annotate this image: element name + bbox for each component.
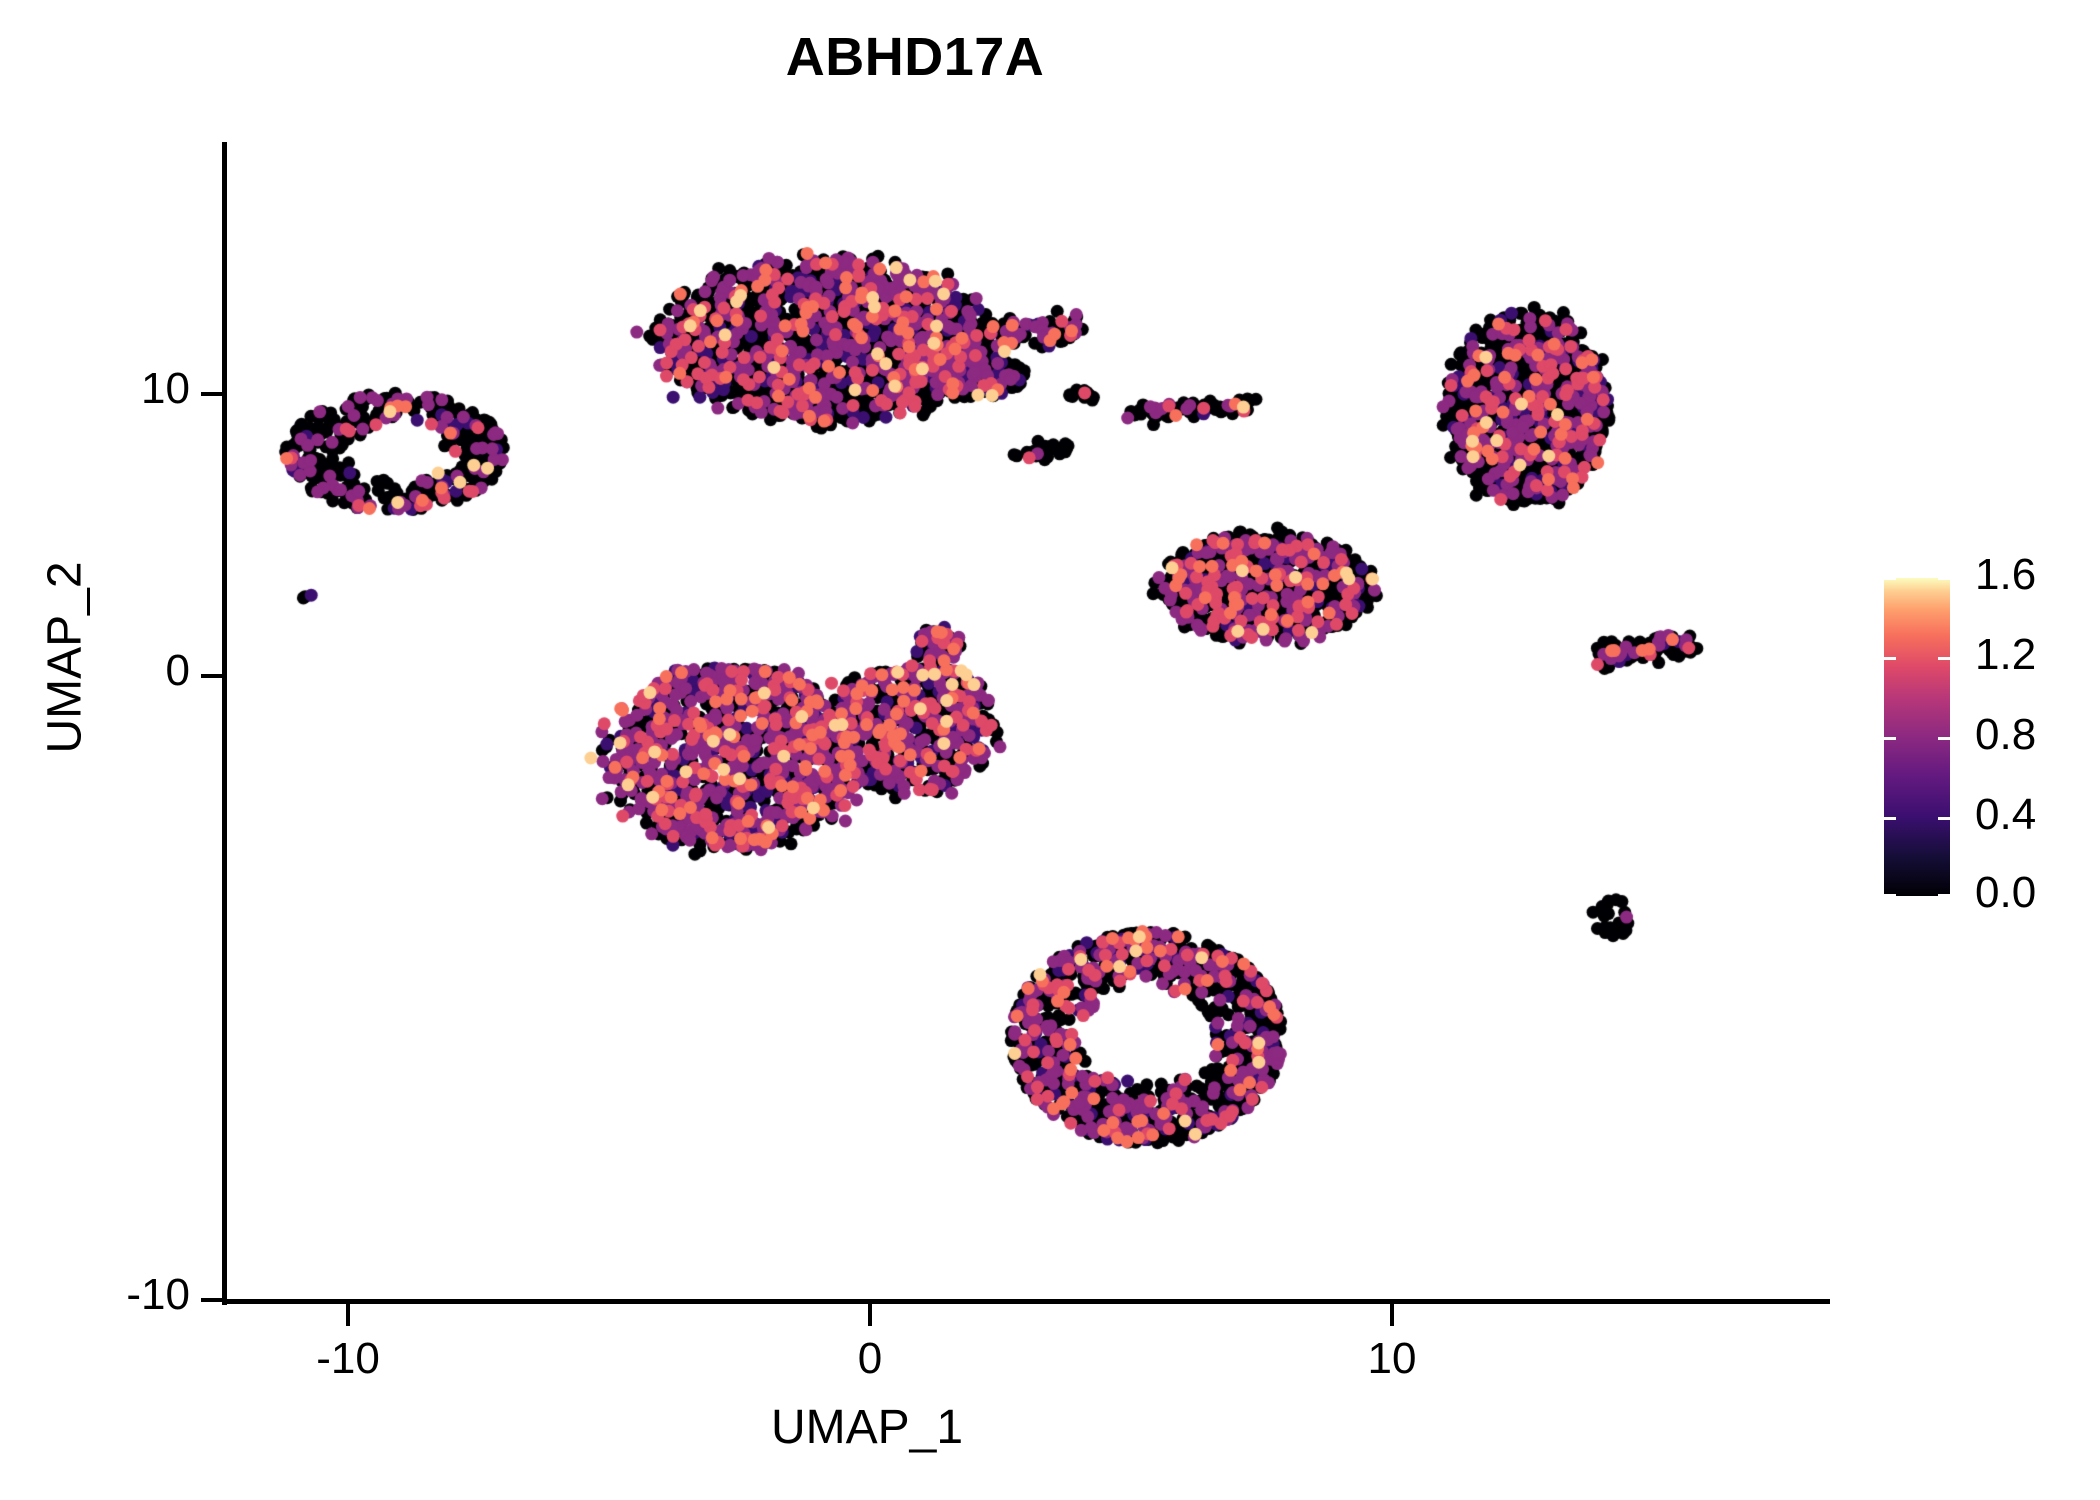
- colorbar-label-0p8: 0.8: [1975, 710, 2037, 759]
- y-tick-label-neg10: -10: [126, 1270, 190, 1319]
- colorbar-tick-0p8-right: [1938, 737, 1950, 740]
- y-tick-10: [201, 392, 223, 396]
- colorbar-tick-0p4-left: [1884, 817, 1896, 820]
- x-tick-label-0: 0: [857, 1334, 883, 1383]
- colorbar-label-1p6: 1.6: [1975, 550, 2037, 599]
- colorbar-label-0p4: 0.4: [1975, 790, 2037, 839]
- x-tick-10: [1390, 1304, 1394, 1326]
- colorbar-tick-1p6-right: [1938, 577, 1950, 580]
- colorbar-tick-0p0-left: [1884, 894, 1896, 897]
- x-tick-0: [868, 1304, 872, 1326]
- colorbar: [1884, 577, 1950, 897]
- x-tick-label-neg10: -10: [316, 1334, 380, 1383]
- y-axis-line: [222, 142, 227, 1305]
- colorbar-label-1p2: 1.2: [1975, 630, 2037, 679]
- y-tick-label-10: 10: [141, 364, 190, 413]
- y-axis-title: UMAP_2: [38, 561, 92, 754]
- x-axis-line: [222, 1299, 1830, 1304]
- colorbar-tick-0p8-left: [1884, 737, 1896, 740]
- colorbar-tick-1p2-left: [1884, 657, 1896, 660]
- y-tick-0: [201, 674, 223, 678]
- x-tick-label-10: 10: [1367, 1334, 1417, 1383]
- colorbar-label-0p0: 0.0: [1975, 868, 2037, 917]
- colorbar-tick-0p4-right: [1938, 817, 1950, 820]
- x-axis-title: UMAP_1: [770, 1401, 964, 1454]
- colorbar-tick-1p2-right: [1938, 657, 1950, 660]
- y-tick-neg10: [201, 1298, 223, 1302]
- y-tick-label-0: 0: [165, 646, 190, 695]
- x-tick-neg10: [346, 1304, 350, 1326]
- colorbar-tick-0p0-right: [1938, 894, 1950, 897]
- colorbar-tick-1p6-left: [1884, 577, 1896, 580]
